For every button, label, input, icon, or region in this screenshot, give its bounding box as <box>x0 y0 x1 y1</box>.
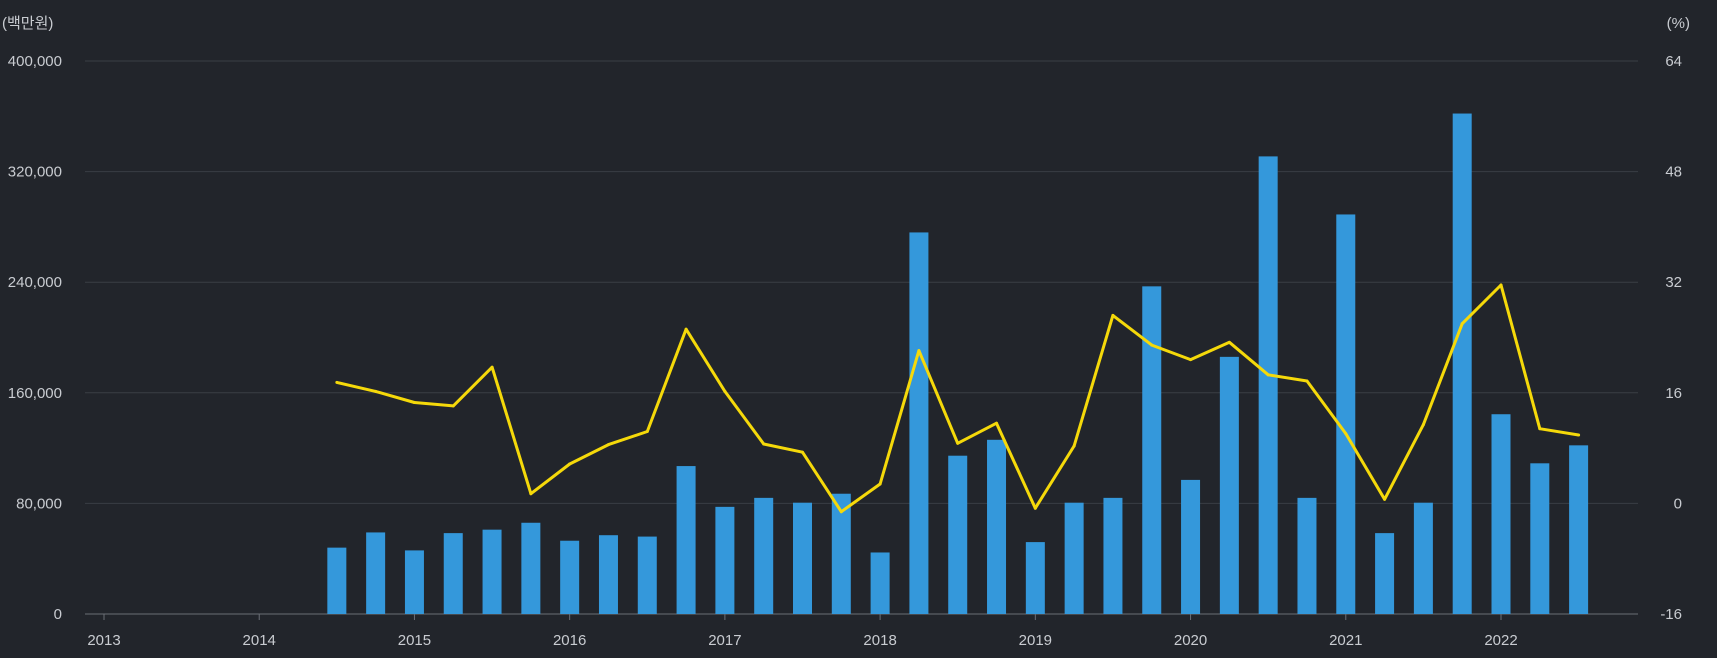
right-tick-label: 48 <box>1665 164 1682 181</box>
x-tick-label: 2015 <box>398 632 431 649</box>
bar <box>327 547 347 614</box>
left-axis-unit: (백만원) <box>2 15 53 32</box>
left-axis-ticks: 0 80,000 160,000 240,000 320,000 400,000 <box>8 53 62 623</box>
line-point <box>1227 340 1231 344</box>
bar <box>1530 463 1550 614</box>
bar <box>948 455 968 614</box>
line-point <box>684 327 688 331</box>
line-point <box>995 421 999 425</box>
bar <box>676 466 696 614</box>
left-tick-label: 240,000 <box>8 274 62 291</box>
bar <box>1103 497 1123 614</box>
line-point <box>490 365 494 369</box>
bar <box>560 540 580 614</box>
bar <box>1219 356 1239 614</box>
line-point <box>1460 322 1464 326</box>
bar <box>1569 445 1589 614</box>
line-point <box>1189 358 1193 362</box>
line-point <box>568 462 572 466</box>
line-point <box>917 349 921 353</box>
left-tick-label: 320,000 <box>8 164 62 181</box>
bar <box>521 522 541 614</box>
x-tick-label: 2020 <box>1174 632 1207 649</box>
right-tick-label: 32 <box>1665 274 1682 291</box>
x-tick-label: 2021 <box>1329 632 1362 649</box>
bar <box>1258 156 1278 614</box>
bar-series <box>327 113 1589 614</box>
line-point <box>374 389 378 393</box>
line-point <box>645 430 649 434</box>
line-point <box>1111 313 1115 317</box>
bar <box>366 532 386 614</box>
line-point <box>801 450 804 454</box>
right-tick-label: 16 <box>1665 385 1682 402</box>
right-tick-label: -16 <box>1660 606 1682 623</box>
x-tick-label: 2017 <box>708 632 741 649</box>
bar <box>1336 214 1356 614</box>
bar <box>1452 113 1472 614</box>
line-point <box>762 442 766 446</box>
bar <box>443 533 463 614</box>
x-tick-label: 2013 <box>87 632 120 649</box>
bar <box>870 552 890 614</box>
bar <box>404 550 424 614</box>
line-point <box>1421 423 1425 427</box>
left-tick-label: 80,000 <box>16 495 62 512</box>
line-point <box>1383 497 1387 501</box>
x-tick-label: 2022 <box>1484 632 1517 649</box>
bar <box>1064 502 1084 614</box>
bar <box>1491 414 1511 614</box>
bar <box>1142 286 1162 614</box>
bar <box>637 536 657 614</box>
bar <box>909 232 929 614</box>
line-point <box>606 443 610 447</box>
bar <box>1181 479 1201 614</box>
bar <box>1297 497 1317 614</box>
line-point <box>1150 343 1154 347</box>
right-tick-label: 0 <box>1674 495 1682 512</box>
left-tick-label: 400,000 <box>8 53 62 70</box>
line-point <box>1538 427 1542 431</box>
line-point <box>1499 283 1503 287</box>
x-tick-label: 2014 <box>243 632 276 649</box>
line-point <box>1072 444 1076 448</box>
x-axis: 2013 2014 2015 2016 2017 2018 2019 2020 2021 2022 <box>87 614 1518 649</box>
line-point <box>1344 432 1348 436</box>
line-point <box>878 482 882 486</box>
bar <box>754 497 774 614</box>
bar <box>1413 502 1433 614</box>
line-series <box>335 283 1581 514</box>
line-point <box>451 404 455 408</box>
right-axis-ticks: -16 0 16 32 48 64 <box>1660 53 1682 623</box>
x-tick-label: 2016 <box>553 632 586 649</box>
line-point <box>412 400 416 404</box>
bar <box>482 529 502 614</box>
line-point <box>1577 433 1581 437</box>
line-point <box>529 492 533 496</box>
line-point <box>1033 506 1037 510</box>
x-tick-label: 2018 <box>863 632 896 649</box>
line-point <box>1266 373 1270 377</box>
line-point <box>335 380 339 384</box>
bar <box>1025 542 1045 614</box>
right-tick-label: 64 <box>1665 53 1682 70</box>
right-axis-unit: (%) <box>1667 15 1690 32</box>
line-point <box>1305 379 1309 383</box>
x-tick-label: 2019 <box>1019 632 1052 649</box>
bar <box>715 506 735 614</box>
bar <box>831 493 851 614</box>
bar <box>1375 533 1395 614</box>
line-point <box>956 441 960 445</box>
line-point <box>839 510 843 514</box>
bar <box>793 502 812 614</box>
left-tick-label: 0 <box>54 606 62 623</box>
bar <box>598 535 618 614</box>
bar <box>987 439 1007 614</box>
left-tick-label: 160,000 <box>8 385 62 402</box>
line-point <box>723 389 727 393</box>
